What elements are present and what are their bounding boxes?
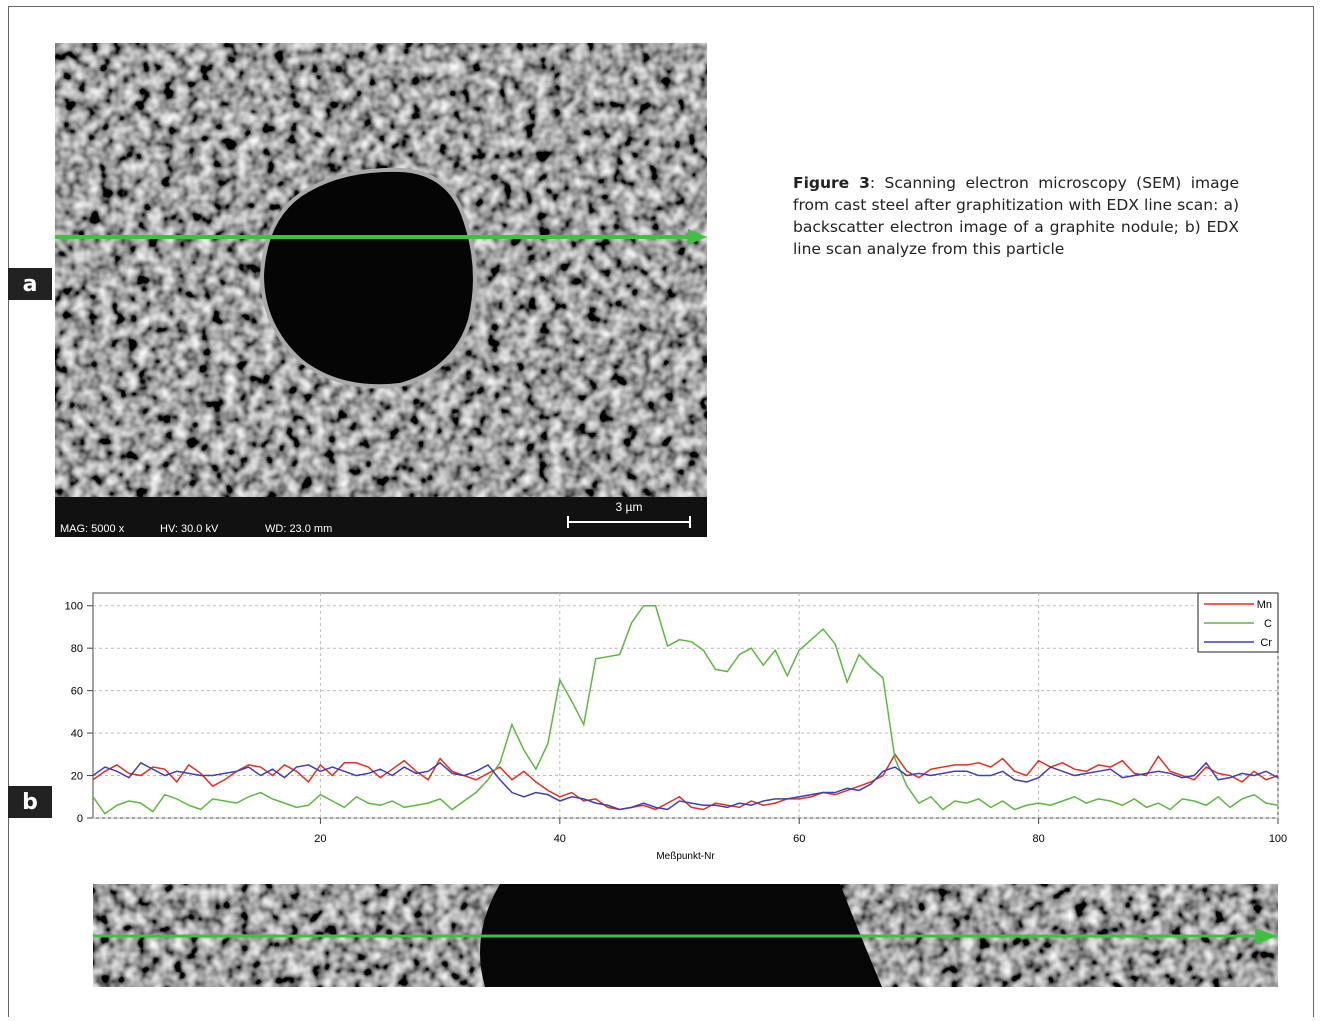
x-tick-label: 40: [554, 833, 566, 845]
figure: 3 µm MAG: 5000 x HV: 30.0 kV WD: 23.0 mm…: [0, 0, 1322, 1021]
y-tick-label: 0: [77, 813, 83, 825]
sem-image: 3 µm MAG: 5000 x HV: 30.0 kV WD: 23.0 mm: [55, 43, 707, 537]
x-tick-label: 20: [314, 833, 326, 845]
y-tick-label: 60: [71, 686, 83, 698]
scale-bar-label: 3 µm: [616, 500, 643, 514]
legend-label: C: [1264, 618, 1272, 630]
sem-strip: [93, 884, 1278, 987]
line-series: [93, 763, 1278, 810]
x-axis-label: Meßpunkt-Nr: [656, 851, 715, 862]
y-tick-label: 40: [71, 728, 83, 740]
line-series: [93, 754, 1278, 809]
y-tick-label: 20: [71, 771, 83, 783]
x-tick-label: 100: [1269, 833, 1287, 845]
plot-area: [93, 593, 1278, 818]
y-tick-label: 100: [65, 601, 83, 613]
line-series: [93, 606, 1278, 814]
x-tick-label: 80: [1032, 833, 1044, 845]
sem-info: HV: 30.0 kV: [160, 523, 219, 535]
legend-label: Cr: [1260, 637, 1272, 649]
sem-info: MAG: 5000 x: [60, 523, 125, 535]
y-tick-label: 80: [71, 643, 83, 655]
sem-info: WD: 23.0 mm: [265, 523, 332, 535]
legend-label: Mn: [1257, 599, 1272, 611]
x-tick-label: 60: [793, 833, 805, 845]
page: a b Figure 3: Scanning electron microsco…: [0, 0, 1322, 1021]
